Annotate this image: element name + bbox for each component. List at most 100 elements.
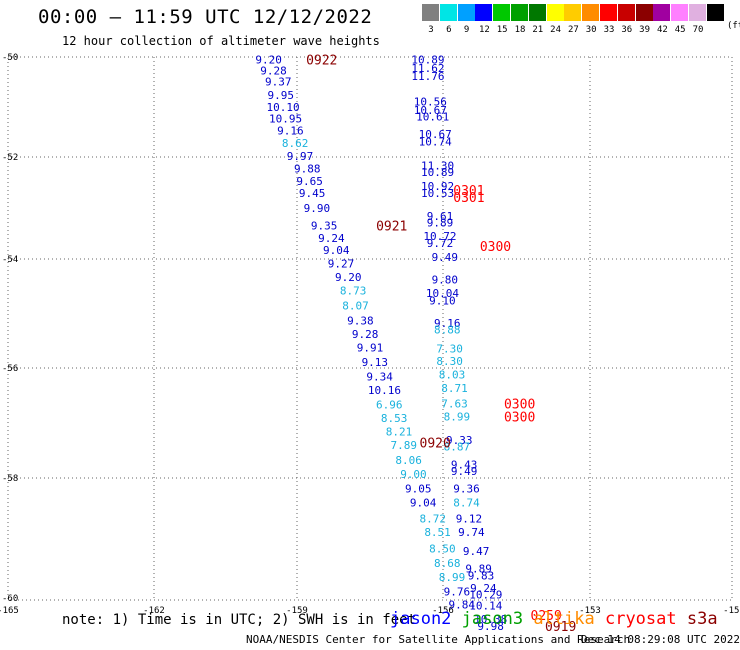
x-tick-label: -162 <box>143 606 165 616</box>
legend-swatch-label: 70 <box>692 25 704 35</box>
legend-swatch-label: 21 <box>532 25 544 35</box>
wave-height-value: 9.76 <box>444 585 471 598</box>
wave-height-value: 10.10 <box>267 101 300 114</box>
legend-swatch <box>635 4 653 21</box>
wave-height-value: 8.30 <box>436 355 463 368</box>
legend-swatch <box>457 4 475 21</box>
wave-height-value: 9.24 <box>470 582 497 595</box>
pass-time-label: 0259 <box>531 609 562 624</box>
legend-swatch <box>671 4 689 21</box>
wave-height-value: 9.05 <box>405 483 432 496</box>
legend-swatch <box>422 4 439 21</box>
legend-swatch-label: 18 <box>514 25 526 35</box>
pass-time-label: 0919 <box>545 620 576 635</box>
pass-time-label: 0920 <box>420 437 451 452</box>
wave-height-value: 10.14 <box>469 599 502 612</box>
legend-swatch-label: 12 <box>478 25 490 35</box>
wave-height-value: 9.33 <box>446 434 473 447</box>
legend-swatch-label: 6 <box>446 25 452 35</box>
wave-height-value: 9.04 <box>323 244 350 257</box>
wave-height-value: 9.04 <box>410 496 437 509</box>
legend-swatch-label: 24 <box>550 25 562 35</box>
legend-swatch <box>511 4 528 21</box>
wave-height-value: 11.62 <box>411 62 444 75</box>
legend-swatch-label: 36 <box>621 25 633 35</box>
wave-height-value: 9.45 <box>299 187 326 200</box>
pass-time-label: 0301 <box>453 191 484 206</box>
wave-height-value: 8.62 <box>282 137 309 150</box>
wave-height-value: 9.98 <box>477 620 504 633</box>
wave-height-value: 9.61 <box>427 210 454 223</box>
wave-height-value: 10.53 <box>421 187 454 200</box>
legend-swatch-label: 30 <box>585 25 597 35</box>
wave-height-value: 9.65 <box>296 175 323 188</box>
wave-height-value: 9.89 <box>465 563 492 576</box>
wave-height-value: 9.74 <box>458 526 485 539</box>
legend-unit: (ft) <box>727 21 740 31</box>
credit-text: NOAA/NESDIS Center for Satellite Applica… <box>246 633 631 646</box>
legend-swatch <box>564 4 582 21</box>
pass-time-label: 0300 <box>504 397 535 412</box>
wave-height-value: 8.21 <box>386 426 413 439</box>
wave-height-value: 9.90 <box>304 202 331 215</box>
wave-height-value: 10.67 <box>419 128 452 141</box>
wave-height-value: 10.61 <box>416 111 449 124</box>
wave-height-value: 9.43 <box>451 458 478 471</box>
wave-height-value: 8.88 <box>434 324 461 337</box>
wave-height-value: 10.72 <box>423 230 456 243</box>
wave-height-value: 7.89 <box>391 439 418 452</box>
wave-height-value: 8.87 <box>444 440 471 453</box>
satellite-label-s3a: s3a <box>686 609 718 629</box>
wave-height-value: 8.51 <box>424 526 451 539</box>
legend-swatch <box>439 4 457 21</box>
legend-swatch <box>546 4 564 21</box>
wave-height-value: 9.91 <box>357 342 384 355</box>
legend-swatch-label: 39 <box>639 25 651 35</box>
legend-swatch <box>706 4 724 21</box>
x-tick-label: -156 <box>432 606 454 616</box>
wave-height-value: 9.28 <box>352 328 379 341</box>
legend-swatch <box>475 4 493 21</box>
legend-swatch-label: 45 <box>674 25 686 35</box>
wave-height-value: 9.20 <box>255 54 282 67</box>
wave-height-value: 8.72 <box>419 513 446 526</box>
legend-swatch <box>582 4 600 21</box>
wave-height-value: 9.20 <box>335 271 362 284</box>
wave-height-value: 9.47 <box>463 545 490 558</box>
satellite-label-cryosat: cryosat <box>604 609 687 629</box>
legend-swatch <box>493 4 511 21</box>
wave-height-value: 9.89 <box>427 217 454 230</box>
y-tick-label: -58 <box>2 474 18 484</box>
wave-height-value: 10.29 <box>469 589 502 602</box>
wave-height-value: 9.83 <box>468 570 495 583</box>
pass-time-label: 0921 <box>376 219 407 234</box>
wave-height-value: 9.27 <box>328 257 355 270</box>
wave-height-value: 10.95 <box>269 112 302 125</box>
wave-height-value: 8.07 <box>342 300 369 313</box>
wave-height-value: 11.30 <box>421 160 454 173</box>
legend-swatch-label: 9 <box>463 25 470 35</box>
wave-height-value: 9.49 <box>432 251 459 264</box>
y-tick-label: -60 <box>2 594 18 604</box>
wave-height-value: 9.34 <box>366 370 393 383</box>
pass-time-label: 0301 <box>453 184 484 199</box>
y-tick-label: -52 <box>2 153 18 163</box>
legend-swatch <box>653 4 671 21</box>
x-tick-label: -165 <box>0 606 19 616</box>
legend-swatch <box>689 4 706 21</box>
legend-swatch-label: 33 <box>603 25 615 35</box>
y-tick-label: -50 <box>2 53 18 63</box>
wave-height-value: 9.88 <box>294 162 321 175</box>
wave-height-value: 8.50 <box>429 542 456 555</box>
wave-height-value: 9.38 <box>347 314 374 327</box>
wave-height-value: 9.36 <box>453 483 480 496</box>
satellite-label-jason2: jason2 <box>390 609 462 629</box>
wave-height-value: 9.28 <box>260 65 287 78</box>
timestamp: Dec 14 08:29:08 UTC 2022 <box>581 633 740 646</box>
wave-height-value: 9.12 <box>456 513 483 526</box>
wave-height-value: 10.04 <box>426 287 459 300</box>
wave-height-value: 10.89 <box>421 166 454 179</box>
wave-height-value: 9.35 <box>311 219 338 232</box>
wave-height-value: 8.71 <box>441 382 468 395</box>
satellite-label-altika: altika <box>533 609 605 629</box>
